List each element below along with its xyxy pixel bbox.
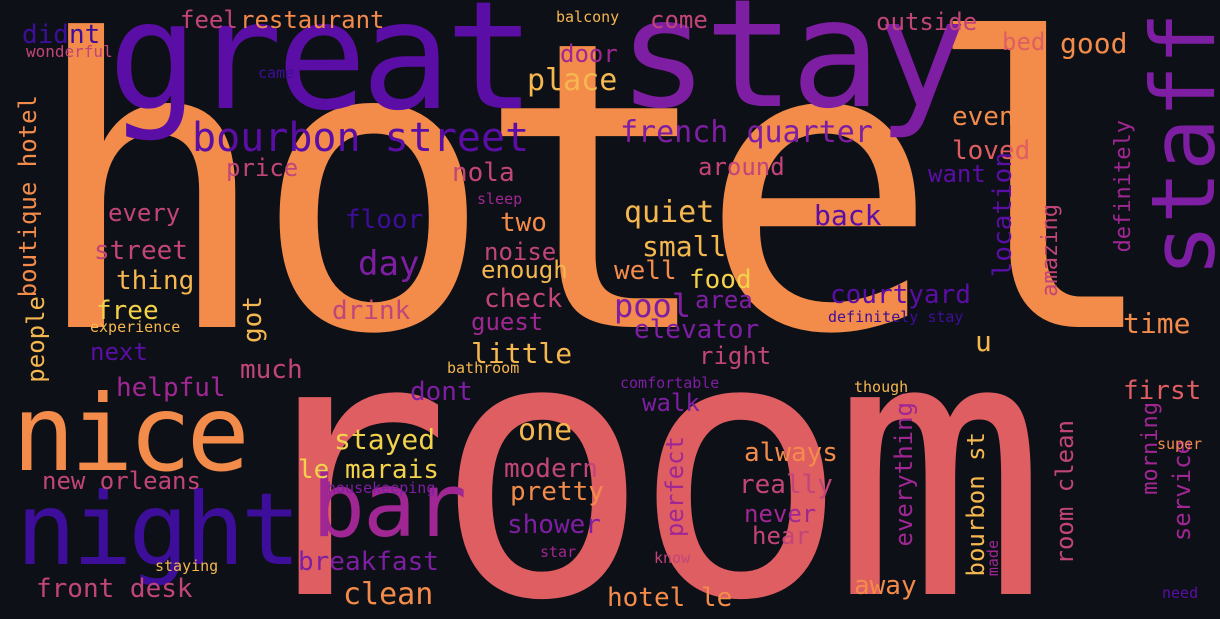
word-noise: noise [484, 238, 557, 266]
word-dont: dont [410, 377, 473, 407]
word-front-desk: front desk [36, 574, 193, 604]
word-price: price [226, 154, 299, 182]
word-people: people [22, 296, 50, 383]
word-didnt: didnt [22, 20, 101, 50]
word-walk: walk [642, 389, 700, 417]
word-star: star [540, 543, 577, 561]
word-want: want [928, 160, 986, 188]
word-breakfast: breakfast [298, 547, 439, 577]
word-courtyard: courtyard [830, 280, 971, 310]
word-u: u [975, 325, 992, 358]
word-away: away [854, 571, 917, 601]
word-bathroom: bathroom [447, 359, 520, 377]
word-night: night [16, 471, 301, 588]
word-nice: nice [12, 373, 250, 495]
word-boutique-hotel: boutique hotel [14, 95, 42, 298]
word-one: one [518, 413, 573, 448]
word-much: much [240, 355, 303, 385]
word-bourbon-street: bourbon street [192, 115, 530, 161]
word-modern: modern [504, 454, 598, 484]
word-everything: everything [890, 402, 918, 547]
word-outside: outside [876, 8, 978, 36]
word-quiet: quiet [624, 195, 715, 230]
word-hear: hear [752, 522, 810, 550]
word-day: day [358, 244, 420, 284]
word-staff: staff [1132, 12, 1220, 277]
word-shower: shower [507, 510, 601, 540]
word-check: check [484, 284, 563, 314]
word-balcony: balcony [556, 8, 620, 26]
word-next: next [90, 338, 148, 366]
word-made: made [984, 540, 1002, 577]
word-le-marais: le marais [298, 455, 439, 485]
word-feel: feel [180, 6, 238, 34]
word-well: well [614, 256, 677, 286]
word-helpful: helpful [116, 373, 226, 403]
word-super: super [1157, 435, 1203, 453]
word-stay: stay [618, 0, 967, 142]
word-enough: enough [481, 256, 568, 284]
word-amazing: amazing [1038, 204, 1063, 297]
word-free: free [96, 296, 159, 326]
word-room-clean: room clean [1051, 420, 1079, 565]
word-back: back [814, 199, 882, 232]
word-clean: clean [343, 577, 434, 612]
word-room: room [235, 260, 1048, 619]
word-small: small [642, 230, 727, 263]
word-hotel-le: hotel le [607, 583, 733, 613]
word-even: even [952, 102, 1015, 132]
word-need: need [1162, 584, 1199, 602]
word-definitely: definitely [1111, 120, 1136, 253]
word-staying: staying [155, 557, 219, 575]
word-right: right [699, 342, 772, 370]
word-two: two [500, 208, 547, 238]
word-every: every [108, 199, 181, 227]
word-housekeeping: housekeeping [327, 479, 436, 497]
word-elevator: elevator [634, 315, 760, 345]
word-floor: floor [345, 205, 424, 235]
word-great: great [108, 0, 536, 144]
word-location: location [988, 152, 1018, 278]
word-first: first [1123, 376, 1202, 406]
word-place: place [527, 63, 618, 98]
word-hotel: hotel [30, 0, 1162, 422]
word-door: door [560, 40, 618, 68]
word-bed: bed [1002, 28, 1046, 56]
word-new-orleans: new orleans [42, 467, 201, 495]
word-guest: guest [471, 308, 544, 336]
word-little: little [471, 337, 573, 370]
word-perfect: perfect [661, 436, 689, 538]
word-sleep: sleep [477, 190, 523, 208]
word-french-quarter: french quarter [620, 115, 873, 150]
word-drink: drink [332, 296, 411, 326]
word-area: area [695, 286, 753, 314]
word-wonderful: wonderful [26, 42, 113, 61]
word-definitely-stay: definitely stay [828, 308, 964, 326]
word-though: though [854, 378, 909, 396]
word-never: never [744, 500, 817, 528]
word-food: food [689, 265, 752, 295]
word-time: time [1123, 307, 1191, 340]
word-come: come [650, 6, 708, 34]
word-pool: pool [614, 287, 692, 325]
word-nola: nola [452, 158, 515, 188]
word-restaurant: restaurant [240, 6, 385, 34]
word-stayed: stayed [334, 423, 436, 456]
word-got: got [238, 296, 268, 343]
word-service: service [1168, 440, 1196, 542]
word-came: came [258, 64, 295, 82]
word-experience: experience [90, 318, 181, 336]
word-pretty: pretty [510, 477, 604, 507]
word-good: good [1060, 27, 1128, 60]
word-really: really [739, 470, 833, 500]
word-thing: thing [116, 266, 195, 296]
word-bar: bar [312, 454, 467, 557]
word-comfortable: comfortable [620, 374, 720, 392]
word-know: know [654, 549, 691, 567]
word-around: around [698, 153, 785, 181]
word-loved: loved [952, 136, 1031, 166]
word-always: always [744, 438, 838, 468]
word-street: street [94, 236, 188, 266]
